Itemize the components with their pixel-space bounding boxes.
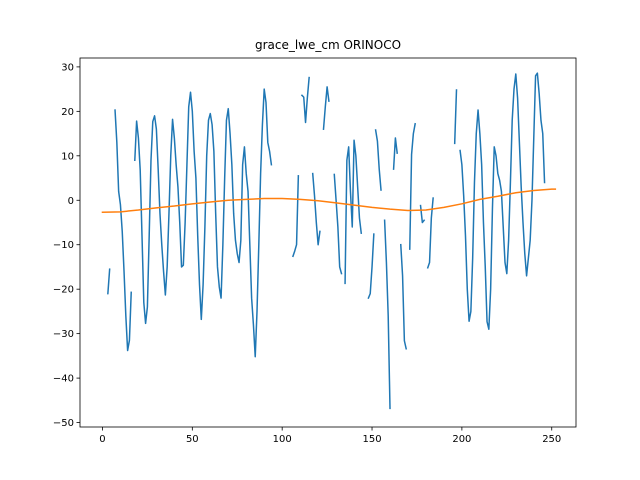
y-tick-label: 0 — [68, 196, 74, 207]
series-1-line-segment — [419, 204, 426, 224]
x-tick-label: 50 — [186, 434, 199, 445]
series-1-line-segment — [367, 233, 375, 300]
x-tick-label: 200 — [452, 434, 471, 445]
axes-layer: 0 50 100 150 200 250 −50 −40 −30 −20 −10 0 10 20 30 — [53, 57, 577, 445]
series-2-line-segment — [101, 188, 557, 214]
series-1-line-segment — [383, 219, 391, 410]
series-1-line-segment — [311, 172, 321, 246]
series-1-line-segment — [409, 122, 417, 250]
x-tick-label: 0 — [99, 434, 105, 445]
series-layer — [101, 72, 557, 410]
series-1-line-segment — [392, 137, 399, 170]
y-tick-label: −50 — [53, 418, 74, 429]
x-tick-label: 100 — [273, 434, 292, 445]
y-tick-label: 10 — [61, 151, 74, 162]
series-1-line-segment — [134, 88, 273, 358]
x-tick-label: 250 — [542, 434, 561, 445]
series-1-line-segment — [114, 109, 132, 352]
y-tick-label: −10 — [53, 240, 74, 251]
y-tick-label: 30 — [61, 62, 74, 73]
series-1 — [107, 72, 546, 410]
x-tick-label: 150 — [362, 434, 381, 445]
y-tick-label: −20 — [53, 285, 74, 296]
series-1-line-segment — [374, 129, 382, 191]
series-1-line-segment — [453, 89, 458, 145]
chart-title: grace_lwe_cm ORINOCO — [255, 38, 401, 52]
series-1-line-segment — [399, 243, 408, 350]
series-1-line-segment — [333, 173, 343, 275]
series-2 — [101, 188, 557, 214]
series-1-line-segment — [459, 72, 546, 330]
y-tick-label: −30 — [53, 329, 74, 340]
series-1-line-segment — [426, 197, 434, 269]
y-tick-label: 20 — [61, 107, 74, 118]
series-1-line-segment — [300, 76, 310, 124]
y-tick-label: −40 — [53, 374, 74, 385]
series-1-line-segment — [107, 268, 111, 295]
series-1-line-segment — [344, 139, 363, 285]
axes-frame — [79, 57, 577, 428]
series-1-line-segment — [322, 86, 330, 130]
series-1-line-segment — [292, 175, 300, 258]
